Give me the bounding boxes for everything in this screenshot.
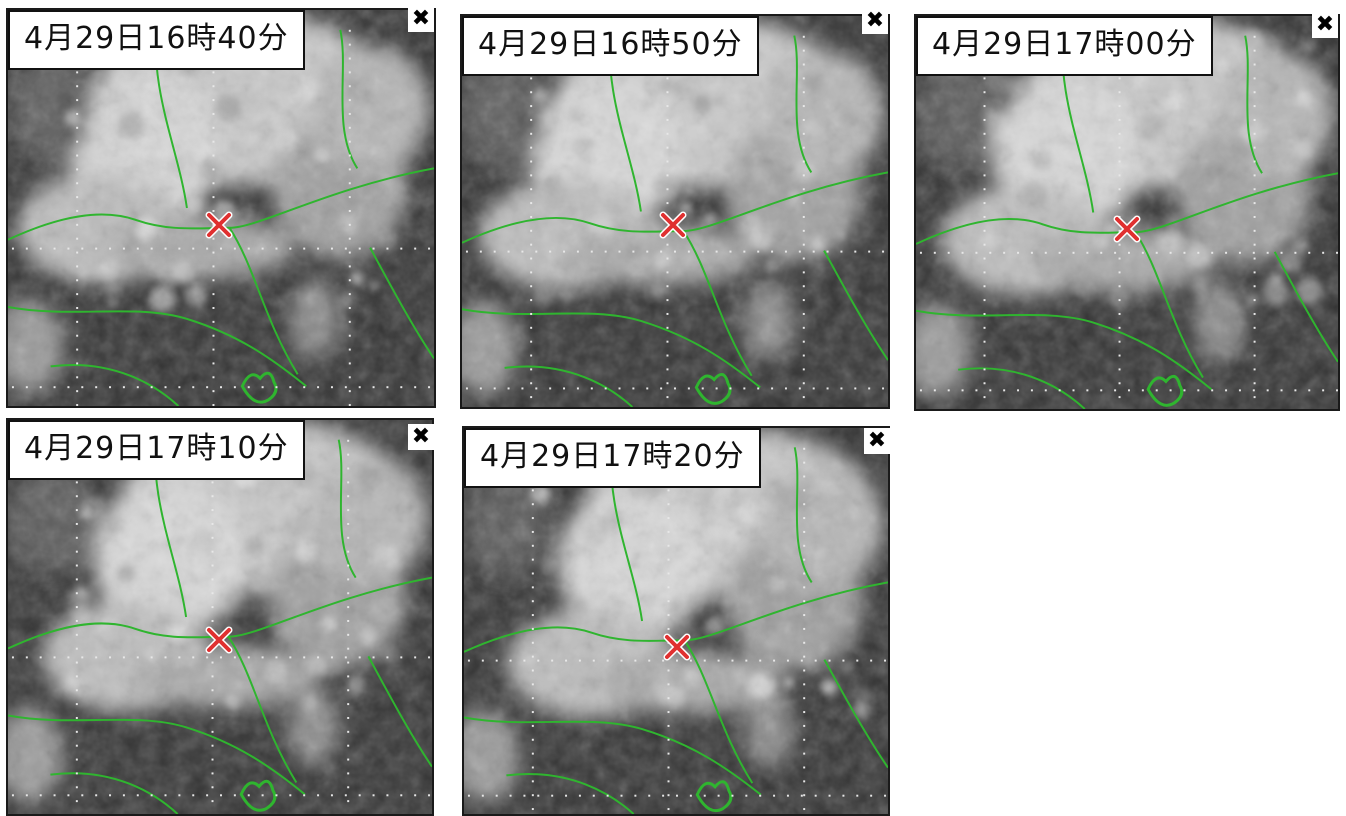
timestamp-label: 4月29日17時10分 [8,420,305,480]
timestamp-label: 4月29日16時50分 [462,16,759,76]
satellite-image [462,16,888,407]
target-marker-icon [662,632,692,662]
target-marker-icon [658,210,688,240]
satellite-image [916,16,1338,409]
close-icon[interactable]: ✖ [408,424,434,450]
satellite-panel-2: 4月29日16時50分 [460,14,890,409]
target-marker-icon [1112,214,1142,244]
timestamp-label: 4月29日17時20分 [464,428,761,488]
satellite-panel-5: 4月29日17時20分 [462,426,890,816]
close-icon[interactable]: ✖ [408,6,434,32]
timestamp-label: 4月29日17時00分 [916,16,1213,76]
satellite-image [8,420,432,814]
satellite-image [8,10,434,406]
close-icon[interactable]: ✖ [862,8,888,34]
target-marker-icon [204,210,234,240]
satellite-panel-1: 4月29日16時40分 [6,8,436,408]
satellite-panel-4: 4月29日17時10分 [6,418,434,816]
timestamp-label: 4月29日16時40分 [8,10,305,70]
target-marker-icon [204,625,234,655]
close-icon[interactable]: ✖ [1312,12,1338,38]
satellite-image [464,428,888,814]
satellite-panel-3: 4月29日17時00分 [914,14,1340,411]
close-icon[interactable]: ✖ [864,428,890,454]
